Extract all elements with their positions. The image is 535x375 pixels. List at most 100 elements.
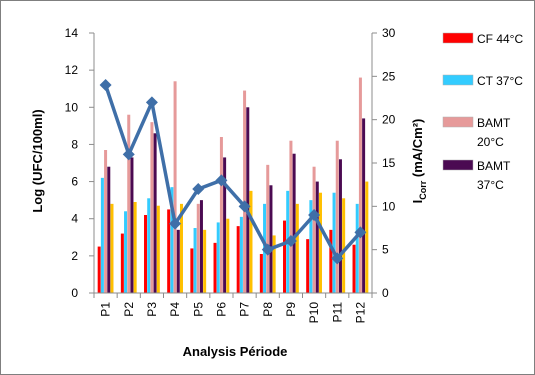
bar-series-5-p3 [156,205,160,293]
bar-bamt-37-c-p3 [153,133,157,293]
bar-ct-37-c-p10 [309,200,313,293]
bar-bamt-20-c-p9 [289,140,293,293]
bars-layer [97,77,369,294]
bar-bamt-37-c-p8 [269,185,273,293]
bar-series-5-p10 [318,192,322,293]
bar-bamt-37-c-p12 [362,118,366,294]
bar-series-5-p2 [133,202,137,293]
legend-label-4: BAMT [477,159,511,173]
bar-series-5-p6 [226,218,230,293]
x-tick-label-p11: P11 [330,302,344,323]
bar-ct-37-c-p6 [216,222,220,293]
icorr-line [103,84,362,261]
y2-tick-label: 20 [382,113,396,127]
icorr-marker-p3 [145,96,158,109]
bar-ct-37-c-p7 [239,216,243,293]
bar-bamt-20-c-p11 [335,140,339,293]
y2-tick-label: 15 [382,156,396,170]
y2-tick-label: 30 [382,26,396,40]
y2-axis-title-main: I [410,200,425,204]
y2-tick-label: 10 [382,199,396,213]
bar-bamt-37-c-p4 [176,229,180,293]
y2-tick-label: 0 [382,286,389,300]
bar-series-5-p12 [365,181,369,293]
bar-cf-44-c-p5 [190,248,194,293]
bar-cf-44-c-p10 [306,239,310,293]
bar-cf-44-c-p1 [97,246,101,293]
bar-cf-44-c-p3 [144,215,148,293]
x-tick-label-p5: P5 [191,302,205,317]
bar-ct-37-c-p4 [170,187,174,293]
bar-bamt-20-c-p1 [104,150,108,293]
x-tick-label-p9: P9 [284,302,298,317]
y-tick-label: 2 [71,249,78,263]
bar-ct-37-c-p1 [100,177,104,293]
bar-cf-44-c-p12 [352,244,356,293]
bar-bamt-37-c-p9 [292,153,296,293]
bar-series-5-p11 [342,198,346,293]
x-tick-label-p1: P1 [99,302,113,317]
x-tick-label-p8: P8 [261,302,275,317]
bar-series-5-p4 [179,203,183,293]
legend-swatch-1 [442,32,474,44]
bar-bamt-20-c-p8 [266,164,270,293]
legend-swatch-4 [442,159,474,171]
legend-label-1: CF 44°C [477,32,523,46]
x-tick-label-p4: P4 [168,302,182,317]
icorr-marker-p10 [308,209,321,221]
legend-label-3: BAMT [477,116,511,130]
x-axis-title: Analysis Période [183,344,288,359]
bar-cf-44-c-p4 [167,209,171,293]
bar-bamt-20-c-p2 [127,114,131,294]
bar-series-5-p5 [203,229,207,293]
bar-ct-37-c-p5 [193,228,197,293]
bar-bamt-37-c-p6 [223,157,227,293]
bar-series-5-p1 [110,203,114,293]
icorr-marker-p9 [284,235,297,247]
bar-bamt-37-c-p7 [246,107,250,293]
bar-cf-44-c-p7 [236,226,240,293]
bar-bamt-37-c-p11 [338,159,342,293]
bar-bamt-20-c-p7 [243,90,247,293]
icorr-marker-p7 [238,200,251,213]
bar-bamt-37-c-p1 [107,166,111,293]
y2-axis-title-sub: Corr [418,180,428,199]
bar-series-5-p9 [295,203,299,293]
bar-series-5-p8 [272,235,276,293]
icorr-marker-p11 [331,252,344,265]
y2-tick-label: 5 [382,243,389,257]
y-tick-label: 8 [71,137,78,151]
x-tick-label-p10: P10 [307,302,321,324]
icorr-marker-p4 [169,217,182,230]
bar-bamt-20-c-p6 [219,137,223,293]
bar-bamt-20-c-p12 [358,77,362,293]
icorr-marker-p12 [354,226,367,239]
legend-swatch-3 [442,116,474,128]
bar-bamt-20-c-p3 [150,122,154,293]
bar-bamt-37-c-p2 [130,157,134,293]
bar-bamt-37-c-p5 [199,200,203,293]
bar-bamt-20-c-p4 [173,81,177,293]
bar-bamt-20-c-p5 [196,203,200,293]
bar-ct-37-c-p11 [332,192,336,293]
legend-label-4: 37°C [477,178,504,192]
bar-series-5-p7 [249,190,253,293]
icorr-marker-p1 [99,79,112,91]
x-tick-label-p6: P6 [214,302,228,317]
y-tick-label: 12 [65,63,79,77]
icorr-marker-p2 [122,148,135,161]
y-tick-label: 10 [65,100,79,114]
y-tick-label: 14 [65,26,79,40]
y-tick-label: 6 [71,175,78,189]
legend-swatch-2 [442,74,474,86]
axes-layer: 0 2 4 6 8 10 12 14 0 5 10 15 20 25 30 P1 P2 P3 P4 P5 P6 P7 P8 P… [65,26,396,323]
legend: CF 44°C CT 37°C BAMT 20°C BAMT 37°C [442,32,523,192]
bar-bamt-37-c-p10 [315,181,319,293]
legend-label-2: CT 37°C [477,74,523,88]
bar-cf-44-c-p9 [283,220,287,293]
legend-label-3: 20°C [477,135,504,149]
icorr-marker-p8 [261,243,274,256]
y-axis-title: Log (UFC/100ml) [30,109,45,212]
y2-tick-label: 25 [382,69,396,83]
